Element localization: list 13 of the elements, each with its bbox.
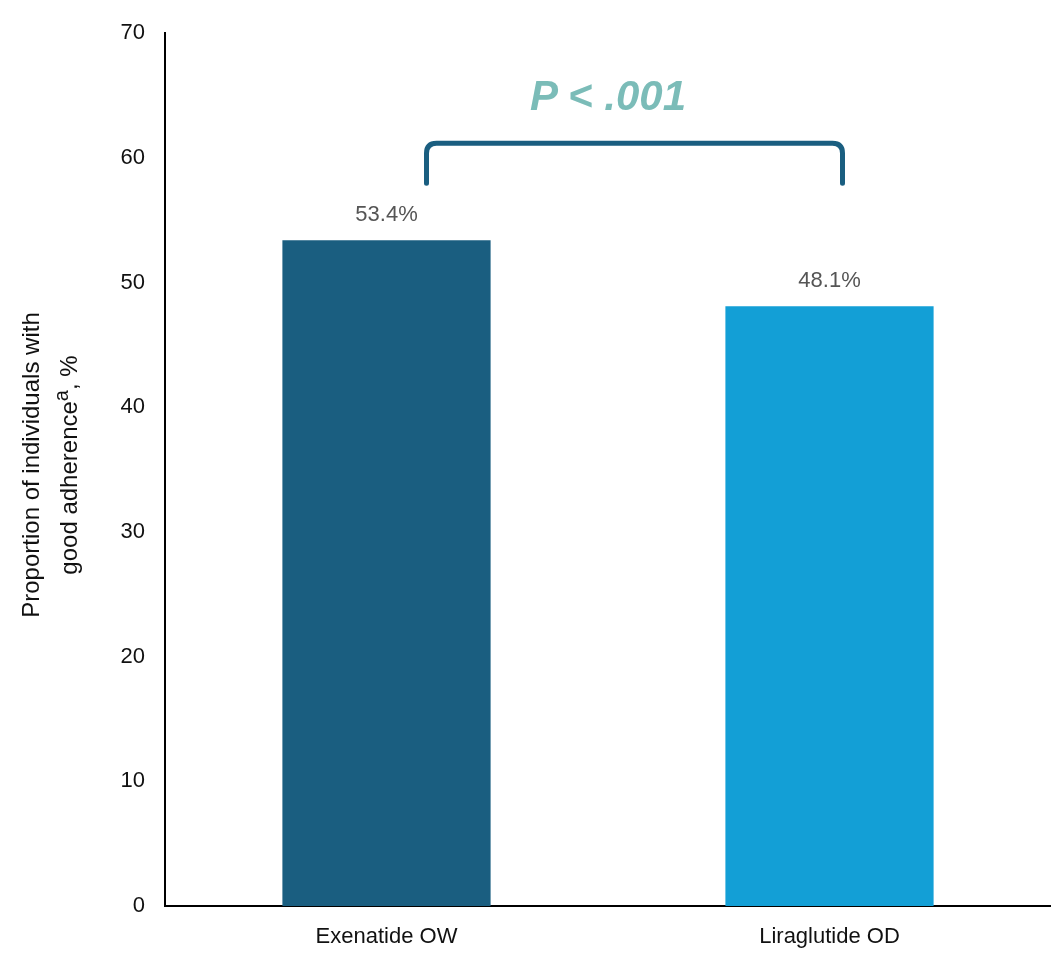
y-tick-label: 60: [120, 143, 145, 169]
y-tick-label: 20: [120, 642, 145, 668]
data-label: 53.4%: [355, 201, 418, 227]
data-label: 48.1%: [798, 267, 861, 293]
y-tick-label: 10: [120, 767, 145, 793]
x-tick-label: Liraglutide OD: [759, 923, 900, 949]
y-tick-label: 40: [120, 393, 145, 419]
y-tick-label: 30: [120, 518, 145, 544]
y-tick-label: 0: [132, 892, 145, 918]
y-tick-label: 50: [120, 268, 145, 294]
annotation: P < .001: [529, 71, 687, 119]
y-tick-label: 70: [120, 19, 145, 45]
x-tick-label: Exenatide OW: [315, 923, 458, 949]
